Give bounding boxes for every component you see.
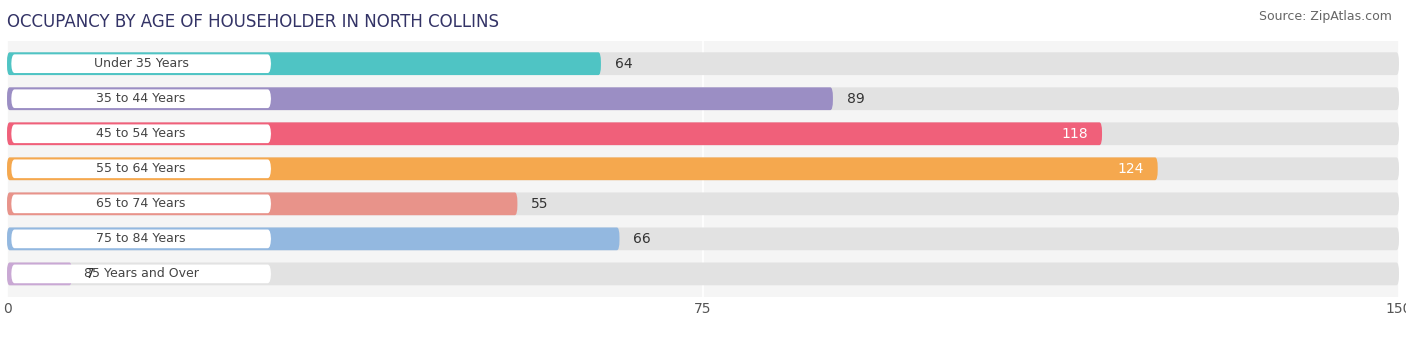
Text: 124: 124 [1118,162,1144,176]
FancyBboxPatch shape [11,124,271,143]
Text: 75 to 84 Years: 75 to 84 Years [97,232,186,246]
FancyBboxPatch shape [11,160,271,178]
FancyBboxPatch shape [11,229,271,248]
FancyBboxPatch shape [7,52,1399,75]
Text: 55 to 64 Years: 55 to 64 Years [97,162,186,175]
FancyBboxPatch shape [7,192,517,215]
FancyBboxPatch shape [11,89,271,108]
Text: 66: 66 [633,232,651,246]
Text: OCCUPANCY BY AGE OF HOUSEHOLDER IN NORTH COLLINS: OCCUPANCY BY AGE OF HOUSEHOLDER IN NORTH… [7,13,499,31]
FancyBboxPatch shape [11,54,271,73]
FancyBboxPatch shape [7,158,1399,180]
FancyBboxPatch shape [7,87,1399,110]
Text: 64: 64 [614,57,633,71]
FancyBboxPatch shape [7,122,1399,145]
Text: 7: 7 [86,267,94,281]
Text: 85 Years and Over: 85 Years and Over [84,267,198,280]
FancyBboxPatch shape [11,194,271,213]
FancyBboxPatch shape [7,122,1102,145]
Text: Under 35 Years: Under 35 Years [94,57,188,70]
FancyBboxPatch shape [11,265,271,283]
Text: 35 to 44 Years: 35 to 44 Years [97,92,186,105]
Text: Source: ZipAtlas.com: Source: ZipAtlas.com [1258,10,1392,23]
FancyBboxPatch shape [7,87,832,110]
FancyBboxPatch shape [7,158,1157,180]
FancyBboxPatch shape [7,192,1399,215]
Text: 45 to 54 Years: 45 to 54 Years [97,127,186,140]
Text: 65 to 74 Years: 65 to 74 Years [97,197,186,210]
FancyBboxPatch shape [7,263,1399,285]
FancyBboxPatch shape [7,263,72,285]
Text: 55: 55 [531,197,548,211]
FancyBboxPatch shape [7,52,600,75]
FancyBboxPatch shape [7,227,1399,250]
Text: 118: 118 [1062,127,1088,141]
Text: 89: 89 [846,92,865,106]
FancyBboxPatch shape [7,227,620,250]
